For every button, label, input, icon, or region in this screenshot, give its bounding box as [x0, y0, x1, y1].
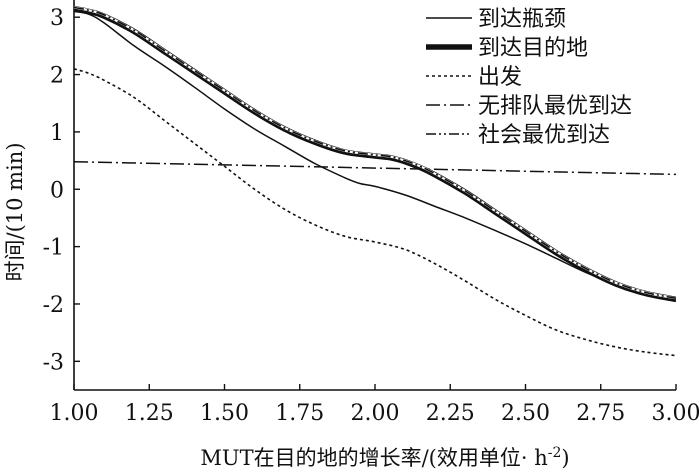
y-tick-label: -3: [43, 350, 64, 375]
axes: 1.00 1.25 1.50 1.75 2.00 2.25 2.50 2.75 3.00 3 2 1 0…: [43, 0, 700, 426]
series-line-1: [74, 10, 676, 302]
y-tick-label: 0: [50, 178, 64, 203]
series-group: [74, 5, 676, 357]
x-tick-label: 2.00: [351, 401, 400, 426]
x-tick-label: 3.00: [652, 401, 700, 426]
x-axis-title-suffix: ): [561, 446, 569, 470]
series-line-3: [74, 68, 676, 357]
legend-label: 出发: [478, 65, 522, 90]
x-axis-title-main: MUT在目的地的增长率/(效用单位· h: [200, 446, 547, 470]
legend-label: 无排队最优到达: [478, 94, 632, 119]
y-tick-label: 2: [50, 64, 64, 89]
legend-item: 社会最优到达: [426, 123, 610, 148]
y-tick-label: 3: [50, 6, 64, 31]
y-axis-title: 时间/(10 min): [3, 142, 27, 281]
x-tick-label: 1.75: [275, 401, 324, 426]
legend-label: 到达目的地: [478, 36, 588, 61]
legend-item: 无排队最优到达: [426, 94, 632, 119]
x-tick-label: 1.50: [200, 401, 249, 426]
x-tick-label: 2.75: [576, 401, 625, 426]
series-line-5: [74, 6, 676, 299]
x-tick-label: 2.50: [501, 401, 550, 426]
x-tick-label: 1.00: [50, 401, 99, 426]
legend-label: 到达瓶颈: [478, 7, 566, 32]
legend-item: 到达瓶颈: [426, 7, 566, 32]
x-axis-title: MUT在目的地的增长率/(效用单位· h-2): [200, 445, 569, 470]
x-axis-title-superscript: -2: [548, 445, 562, 461]
legend-label: 社会最优到达: [478, 123, 610, 148]
x-tick-label: 2.25: [426, 401, 475, 426]
legend-item: 出发: [426, 65, 522, 90]
y-tick-label: -1: [43, 236, 64, 261]
y-tick-label: -2: [43, 293, 64, 318]
x-tick-label: 1.25: [125, 401, 174, 426]
y-tick-label: 1: [50, 121, 64, 146]
series-line-4: [74, 160, 676, 176]
legend-item: 到达目的地: [426, 36, 588, 61]
